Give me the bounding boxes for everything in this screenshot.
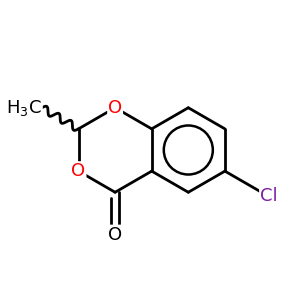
Text: O: O — [108, 99, 122, 117]
Text: O: O — [108, 226, 122, 244]
Text: Cl: Cl — [260, 188, 278, 206]
Text: O: O — [71, 162, 85, 180]
Text: $\mathregular{H_3C}$: $\mathregular{H_3C}$ — [6, 98, 42, 118]
